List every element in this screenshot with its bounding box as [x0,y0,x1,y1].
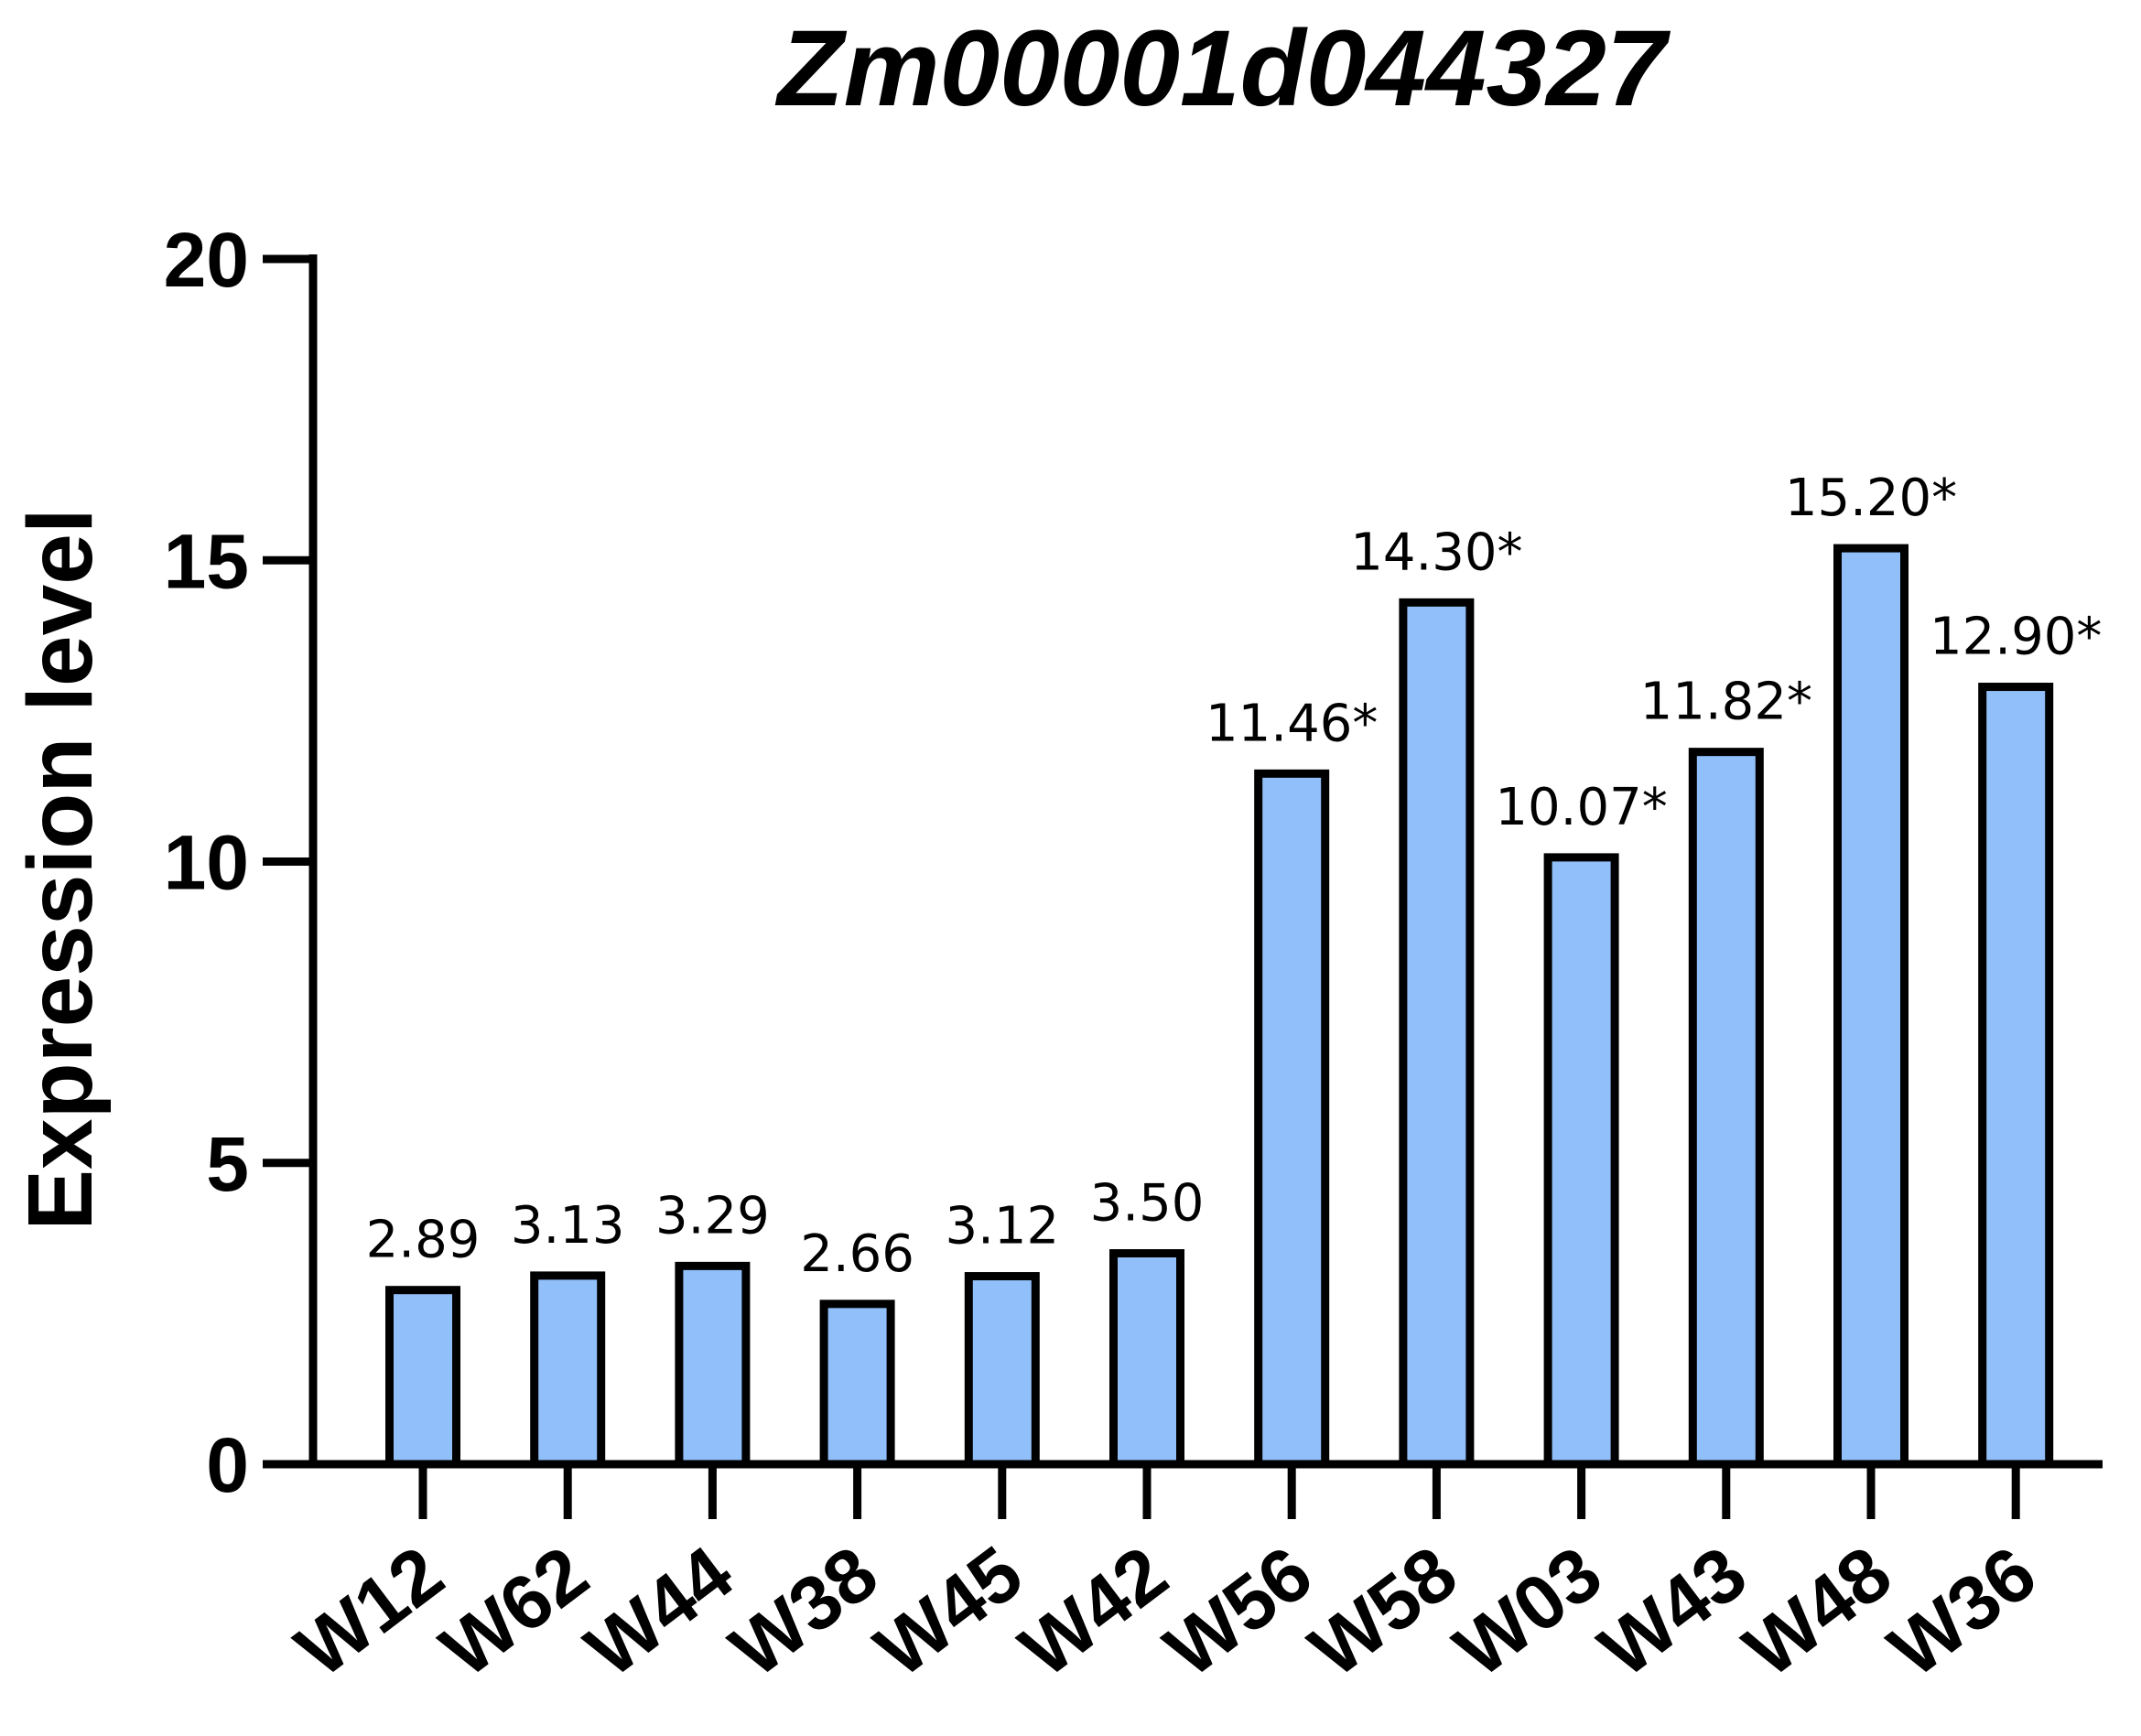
x-tick-label: W56 [1150,1529,1328,1693]
bar [385,1286,460,1469]
data-label: 2.89 [366,1211,481,1270]
x-tick-label: W42 [1004,1529,1183,1693]
y-tick-label: 5 [206,1121,249,1207]
y-axis: 0 5 10 15 20 [164,217,313,1508]
x-tick-label: W38 [715,1529,893,1693]
bar [819,1299,895,1469]
x-tick-label: W48 [1728,1529,1907,1693]
x-tick-label: W44 [570,1529,749,1693]
bars: 2.89 3.13 3.29 2.66 3.12 3.50 11.46* 14.30* 10.0… [366,469,2102,1469]
data-label: 11.82* [1640,673,1812,732]
bar [675,1261,751,1469]
y-tick-label: 15 [164,518,249,604]
x-tick-label: W58 [1294,1529,1473,1693]
chart-title: Zm00001d044327 [775,8,1671,129]
bar [1978,683,2054,1469]
bar [530,1271,606,1469]
bar [1833,544,1909,1469]
y-tick-label: 10 [164,820,249,906]
bar [1109,1249,1184,1469]
bar [1254,769,1330,1469]
x-tick-label: W36 [1874,1529,2052,1693]
data-label: 11.46* [1206,694,1378,753]
bar [964,1272,1040,1469]
data-label: 12.90* [1930,608,2102,667]
x-tick-label: W43 [1584,1529,1762,1693]
bar [1543,853,1619,1469]
data-label: 3.13 [511,1196,625,1256]
bar [1399,598,1475,1469]
data-label: 14.30* [1350,523,1522,582]
data-label: 10.07* [1495,778,1667,837]
y-tick-label: 20 [164,217,249,303]
data-label: 3.29 [655,1186,770,1245]
x-tick-label: W03 [1439,1529,1617,1693]
bar [1688,748,1764,1469]
y-axis-label: Expression level [9,508,112,1230]
data-label: 3.12 [945,1197,1059,1256]
x-tick-label: W62 [426,1529,604,1693]
data-label: 2.66 [800,1224,914,1284]
x-tick-label: W12 [280,1529,459,1693]
x-tick-label: W45 [860,1529,1038,1693]
data-label: 15.20* [1785,469,1957,528]
data-label: 3.50 [1090,1174,1205,1234]
y-tick-label: 0 [206,1422,249,1508]
